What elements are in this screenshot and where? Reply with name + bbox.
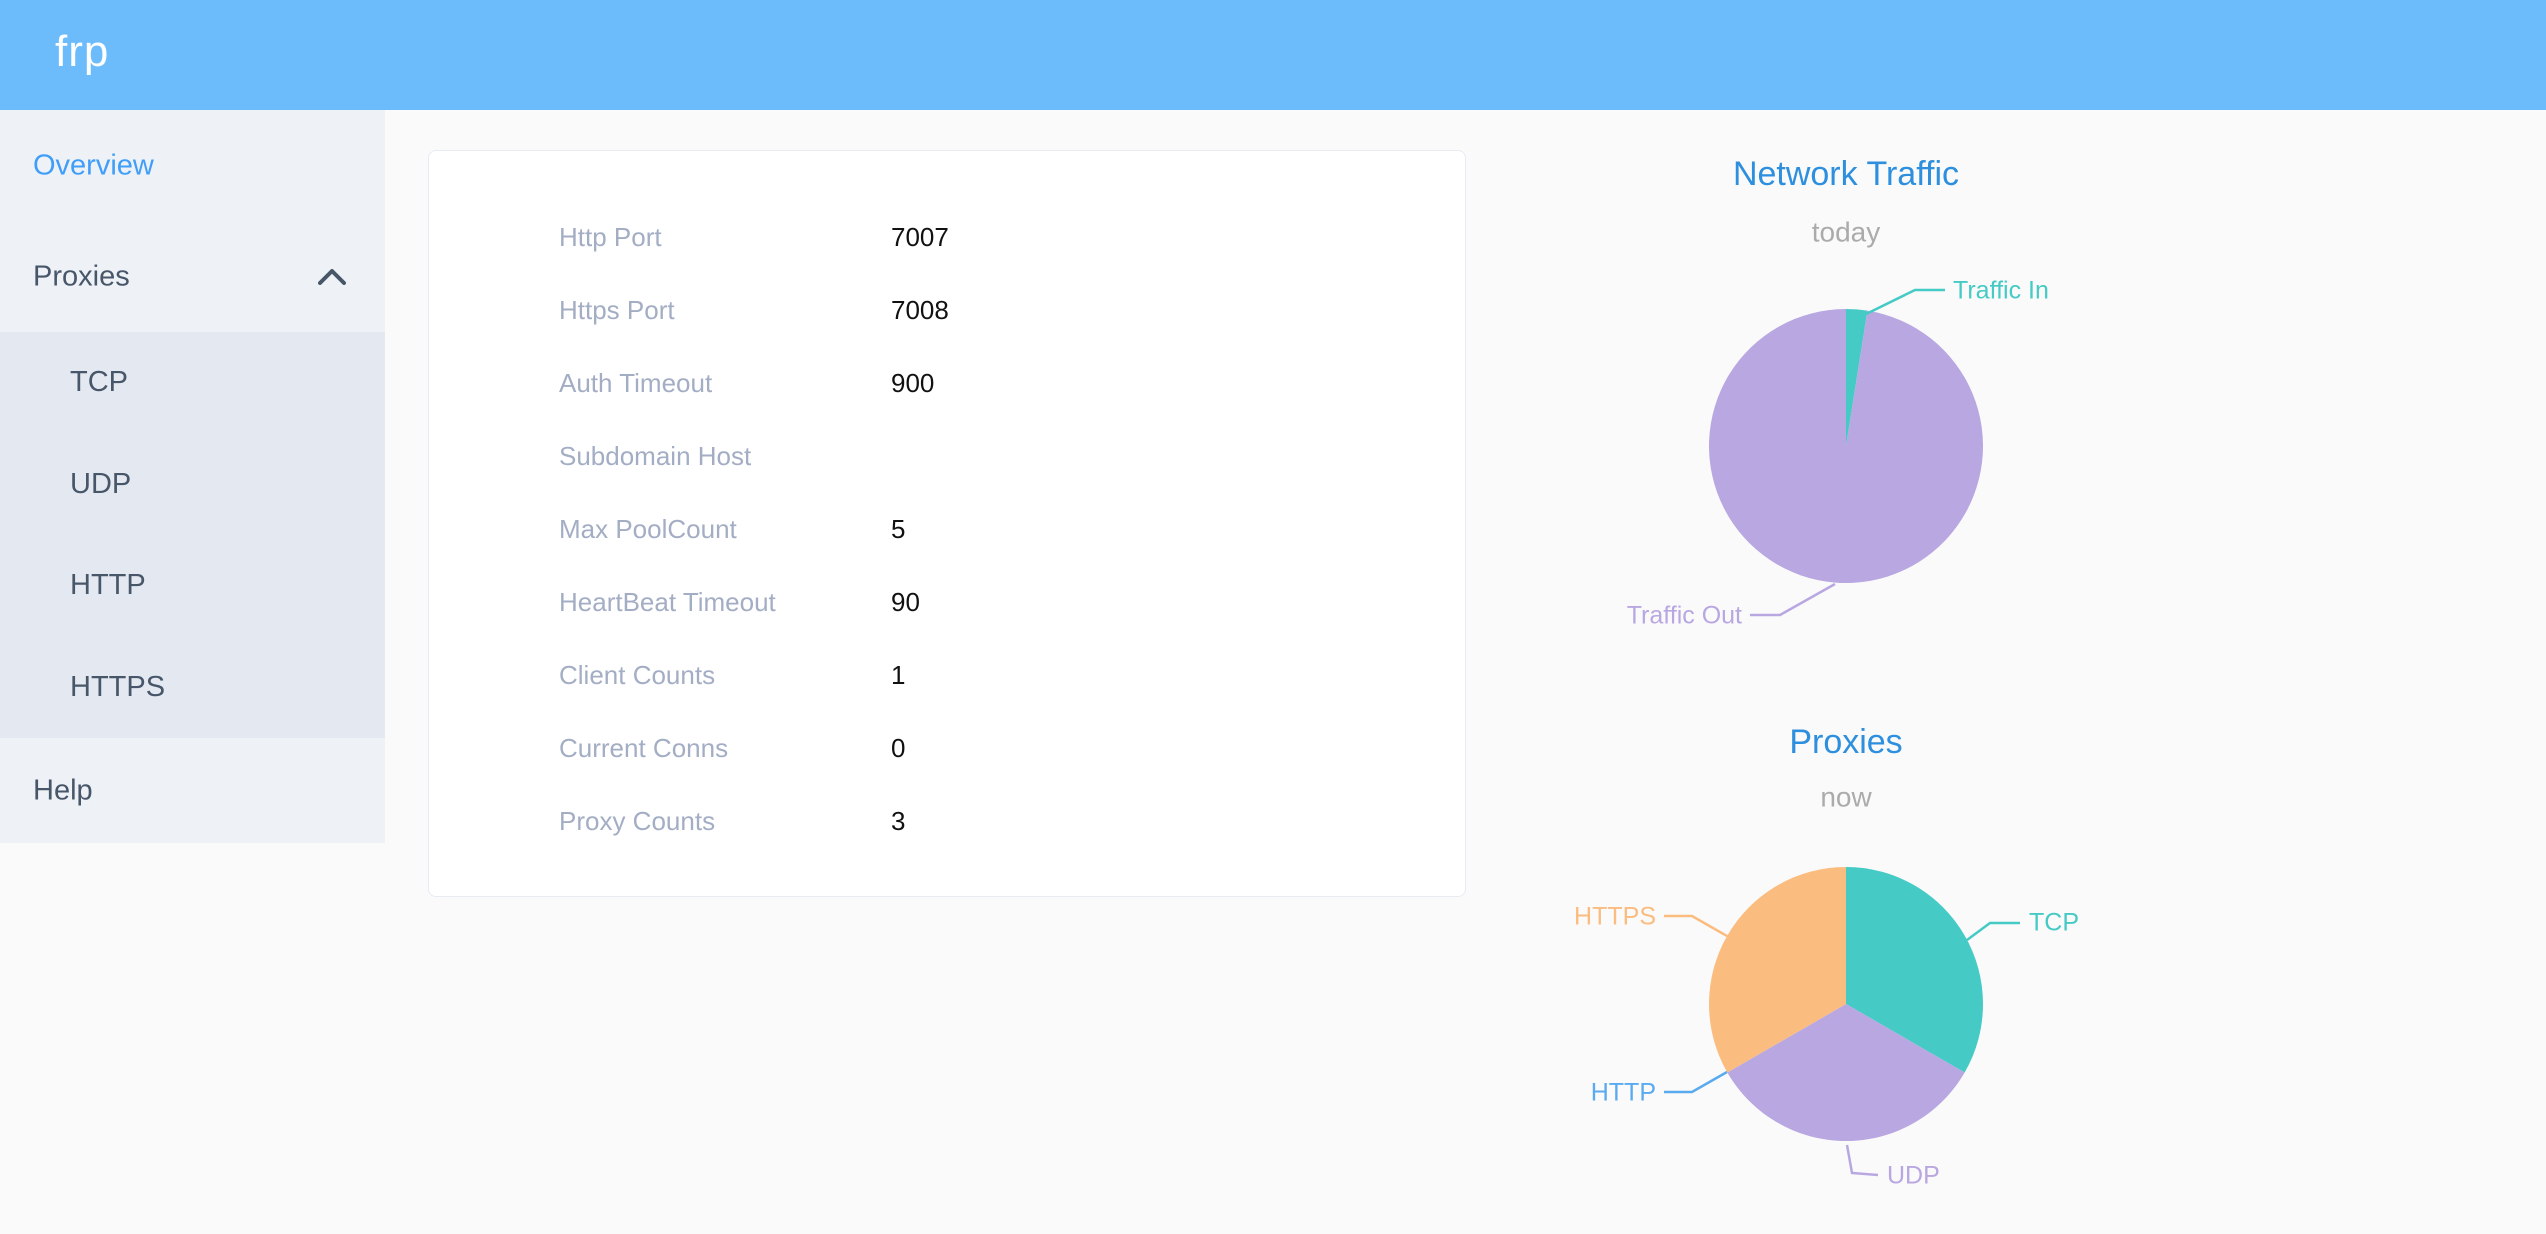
sidebar: Overview Proxies TCP UDP HTTP HTTPS Help [0,110,385,843]
config-row-value: 1 [891,660,906,690]
https-label-line [1664,914,1728,938]
http-label: HTTP [1591,1079,1656,1107]
server-info-card: Http Port 7007 Https Port 7008 Auth Time… [428,150,1466,897]
proxies-subtitle: now [1820,781,1872,812]
sidebar-submenu-item[interactable]: HTTPS [0,637,385,739]
config-row: Current Conns 0 [559,712,1441,785]
chevron-up-icon[interactable] [318,269,346,285]
config-row: Https Port 7008 [559,274,1441,347]
udp-label-line [1845,1144,1879,1177]
sidebar-item-help[interactable]: Help [0,738,385,843]
config-row: Http Port 7007 [559,201,1441,274]
sidebar-submenu-item-label: TCP [70,366,128,398]
proxies-title: Proxies [1789,723,1902,761]
config-row: Subdomain Host [559,420,1441,493]
traffic-out-label: Traffic Out [1627,602,1742,630]
sidebar-item-overview[interactable]: Overview [0,110,385,222]
proxies-pie [1709,867,1983,1141]
sidebar-submenu-item-label: HTTP [70,569,146,601]
config-row: Client Counts 1 [559,639,1441,712]
pie-slice-traffic-out[interactable] [1709,309,1984,584]
https-label: HTTPS [1574,903,1656,931]
sidebar-submenu-item-label: HTTPS [70,670,166,703]
top-header-bar: frp [0,0,2546,110]
config-row-label: Current Conns [559,733,729,763]
sidebar-submenu-item[interactable]: TCP [0,332,385,434]
tcp-label: TCP [2029,909,2079,937]
config-row-label: Http Port [559,222,662,252]
pie-slice-udp[interactable] [1727,1004,1965,1141]
config-row: Max PoolCount 5 [559,493,1441,566]
config-row-value: 3 [891,806,906,836]
config-row-label: Auth Timeout [559,368,713,398]
network-traffic-chart: Network Traffic today Traffic In Traffic… [1496,140,2196,660]
traffic-in-label-line [1857,288,1945,320]
sidebar-submenu-item-label: UDP [70,467,132,500]
config-row: Proxy Counts 3 [559,785,1441,858]
traffic-out-label-line [1750,582,1836,617]
sidebar-item-proxies[interactable]: Proxies [0,222,385,332]
pie-slice-tcp[interactable] [1846,867,1983,1073]
sidebar-item-proxies-label: Proxies [33,260,130,293]
sidebar-item-help-label: Help [33,774,93,806]
network-traffic-pie [1709,309,1984,584]
config-row-label: Subdomain Host [559,441,752,471]
network-traffic-title: Network Traffic [1733,155,1959,193]
sidebar-submenu-item[interactable]: UDP [0,434,385,536]
config-row-label: Https Port [559,295,675,325]
pie-slice-traffic-in[interactable] [1846,309,1868,446]
sidebar-submenu-item[interactable]: HTTP [0,535,385,637]
config-row: Auth Timeout 900 [559,347,1441,420]
config-row-value: 5 [891,514,906,544]
config-row-label: Proxy Counts [559,806,716,836]
sidebar-proxies-submenu: TCP UDP HTTP HTTPS [0,332,385,738]
tcp-label-line [1966,921,2020,942]
config-row-value: 0 [891,733,906,763]
frp-logo: frp [55,27,110,76]
config-row-label: Max PoolCount [559,514,737,544]
config-row-value: 900 [891,368,935,398]
config-row: HeartBeat Timeout 90 [559,566,1441,639]
server-info-rows: Http Port 7007 Https Port 7008 Auth Time… [559,201,1441,858]
config-row-value: 90 [891,587,920,617]
config-row-value: 7007 [891,222,949,252]
udp-label: UDP [1887,1162,1940,1190]
http-label-line [1664,1070,1728,1094]
config-row-label: Client Counts [559,660,716,690]
traffic-in-label: Traffic In [1953,277,2049,305]
sidebar-item-overview-label: Overview [33,149,154,182]
network-traffic-subtitle: today [1812,216,1881,247]
pie-slice-https[interactable] [1709,867,1846,1073]
proxies-chart: Proxies now TCP UDP HTTP HTTPS [1496,700,2196,1234]
config-row-label: HeartBeat Timeout [559,587,776,617]
config-row-value: 7008 [891,295,949,325]
